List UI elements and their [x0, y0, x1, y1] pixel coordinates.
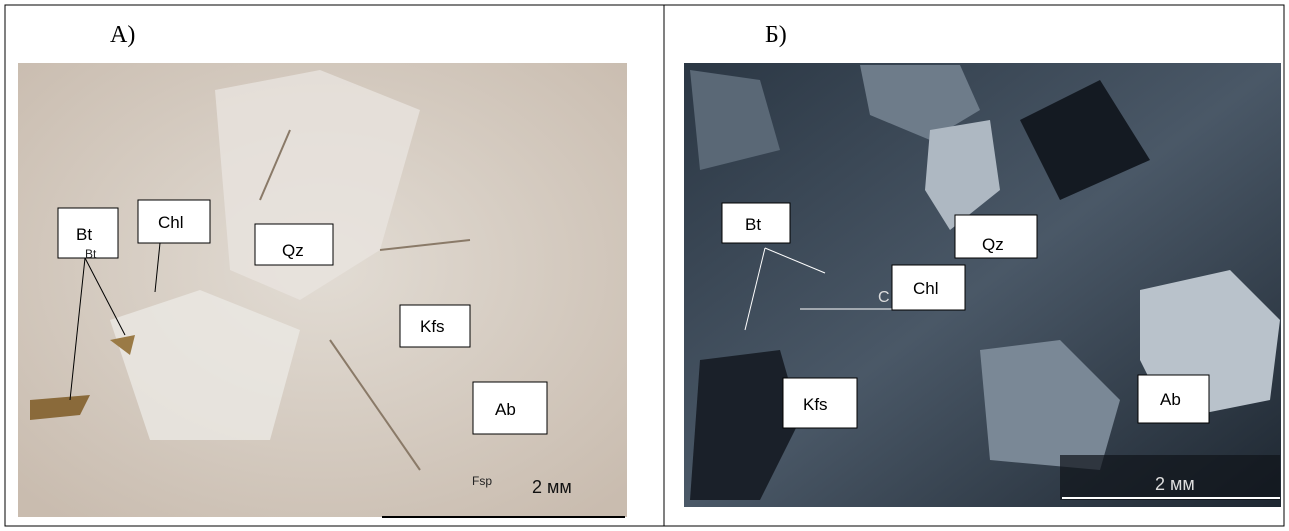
mineral-label: Chl [158, 213, 184, 232]
scale-label: 2 мм [532, 477, 572, 497]
mineral-label: Bt [745, 215, 761, 234]
small-label: C [878, 289, 890, 306]
scale-label: 2 мм [1155, 474, 1195, 494]
micrograph [684, 63, 1281, 507]
figure: А) Bt Chl Qz Kfs Ab Bt Fsp 2 мм Б) Bt Qz [0, 0, 1289, 531]
mineral-label: Ab [495, 400, 516, 419]
mineral-label: Qz [982, 235, 1004, 254]
mineral-label: Qz [282, 241, 304, 260]
small-label: Bt [85, 247, 97, 261]
mineral-label: Bt [76, 225, 92, 244]
mineral-label: Kfs [420, 317, 445, 336]
mineral-label: Ab [1160, 390, 1181, 409]
panel-caption: Б) [765, 22, 787, 48]
mineral-label: Chl [913, 279, 939, 298]
mineral-label: Kfs [803, 395, 828, 414]
micrograph [18, 63, 627, 517]
panel-caption: А) [110, 22, 135, 48]
small-label: Fsp [472, 474, 492, 488]
